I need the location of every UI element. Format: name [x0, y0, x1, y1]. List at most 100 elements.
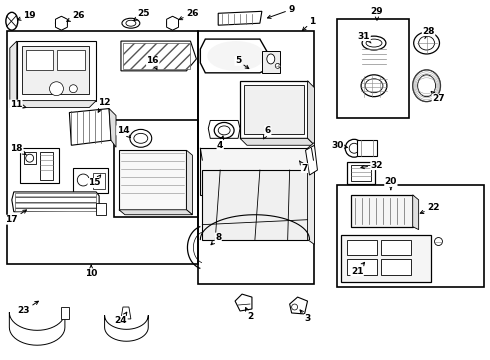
Ellipse shape: [414, 32, 440, 54]
Ellipse shape: [70, 85, 77, 93]
Polygon shape: [308, 81, 315, 145]
Polygon shape: [413, 195, 418, 230]
Text: 8: 8: [211, 233, 221, 245]
Polygon shape: [17, 41, 96, 100]
Ellipse shape: [126, 20, 136, 26]
Bar: [381, 260, 411, 275]
Ellipse shape: [77, 174, 89, 186]
Bar: [119, 150, 187, 210]
Text: 17: 17: [5, 210, 26, 224]
Polygon shape: [218, 11, 262, 25]
Text: 28: 28: [422, 27, 435, 39]
Text: 10: 10: [85, 265, 98, 278]
Bar: [198, 31, 315, 284]
Ellipse shape: [25, 154, 34, 162]
Text: 21: 21: [351, 262, 365, 276]
Bar: [244, 85, 303, 134]
Polygon shape: [10, 100, 96, 108]
Ellipse shape: [49, 82, 63, 96]
Text: 27: 27: [431, 91, 445, 103]
Polygon shape: [10, 41, 17, 108]
Bar: [15, 193, 96, 211]
Bar: [40, 152, 53, 180]
Bar: [357, 140, 377, 156]
Bar: [57, 50, 85, 70]
Text: 16: 16: [147, 57, 159, 69]
Text: 3: 3: [300, 310, 311, 323]
Ellipse shape: [435, 238, 442, 246]
Text: 20: 20: [385, 177, 397, 190]
Ellipse shape: [366, 39, 382, 47]
Text: 7: 7: [299, 161, 308, 172]
Bar: [24, 152, 36, 164]
Polygon shape: [55, 16, 68, 30]
Text: 11: 11: [9, 100, 26, 109]
Text: 15: 15: [88, 175, 100, 188]
Polygon shape: [121, 307, 131, 319]
Bar: [114, 121, 198, 217]
Text: 32: 32: [361, 161, 383, 170]
Text: 26: 26: [67, 11, 85, 21]
Text: 18: 18: [10, 144, 26, 155]
Text: 1: 1: [302, 17, 316, 31]
Bar: [337, 185, 484, 287]
Ellipse shape: [55, 17, 68, 29]
Bar: [240, 81, 308, 138]
Bar: [25, 50, 53, 70]
Ellipse shape: [349, 143, 359, 153]
Polygon shape: [235, 294, 252, 311]
Bar: [61, 307, 70, 319]
Ellipse shape: [362, 36, 386, 50]
Bar: [347, 239, 377, 255]
Polygon shape: [200, 148, 312, 195]
Polygon shape: [12, 192, 99, 212]
Polygon shape: [200, 39, 268, 73]
Ellipse shape: [122, 18, 140, 28]
Polygon shape: [109, 109, 116, 147]
Polygon shape: [167, 16, 178, 30]
Ellipse shape: [365, 79, 383, 93]
Text: 6: 6: [264, 126, 271, 139]
Ellipse shape: [292, 304, 297, 310]
Text: 19: 19: [18, 11, 36, 20]
Bar: [337, 19, 409, 118]
Bar: [341, 235, 431, 282]
Polygon shape: [308, 142, 315, 244]
Bar: [20, 148, 59, 183]
Ellipse shape: [418, 36, 435, 50]
Ellipse shape: [413, 70, 441, 102]
Polygon shape: [70, 109, 111, 145]
Ellipse shape: [130, 129, 152, 147]
Polygon shape: [240, 138, 315, 145]
Ellipse shape: [345, 139, 363, 157]
Bar: [262, 51, 280, 73]
Text: 29: 29: [370, 7, 383, 20]
Text: 4: 4: [217, 136, 223, 150]
Polygon shape: [121, 41, 196, 71]
Text: 9: 9: [268, 5, 295, 18]
Bar: [351, 195, 413, 227]
Text: 31: 31: [358, 32, 371, 43]
Text: 5: 5: [235, 57, 249, 69]
Ellipse shape: [214, 122, 234, 138]
Bar: [93, 173, 105, 189]
Bar: [123, 43, 191, 69]
Bar: [7, 31, 198, 264]
Ellipse shape: [207, 41, 265, 71]
Bar: [381, 239, 411, 255]
Ellipse shape: [167, 17, 178, 29]
Bar: [347, 162, 375, 184]
Bar: [74, 168, 108, 193]
Bar: [347, 260, 377, 275]
Polygon shape: [290, 297, 308, 314]
Text: 24: 24: [115, 312, 127, 325]
Polygon shape: [202, 170, 308, 239]
Text: 23: 23: [18, 301, 38, 315]
Polygon shape: [187, 150, 193, 215]
Ellipse shape: [361, 75, 387, 96]
Text: 30: 30: [331, 141, 347, 150]
Text: 25: 25: [134, 9, 150, 21]
Ellipse shape: [6, 12, 18, 30]
Text: 2: 2: [245, 307, 253, 321]
Text: 22: 22: [420, 203, 440, 213]
